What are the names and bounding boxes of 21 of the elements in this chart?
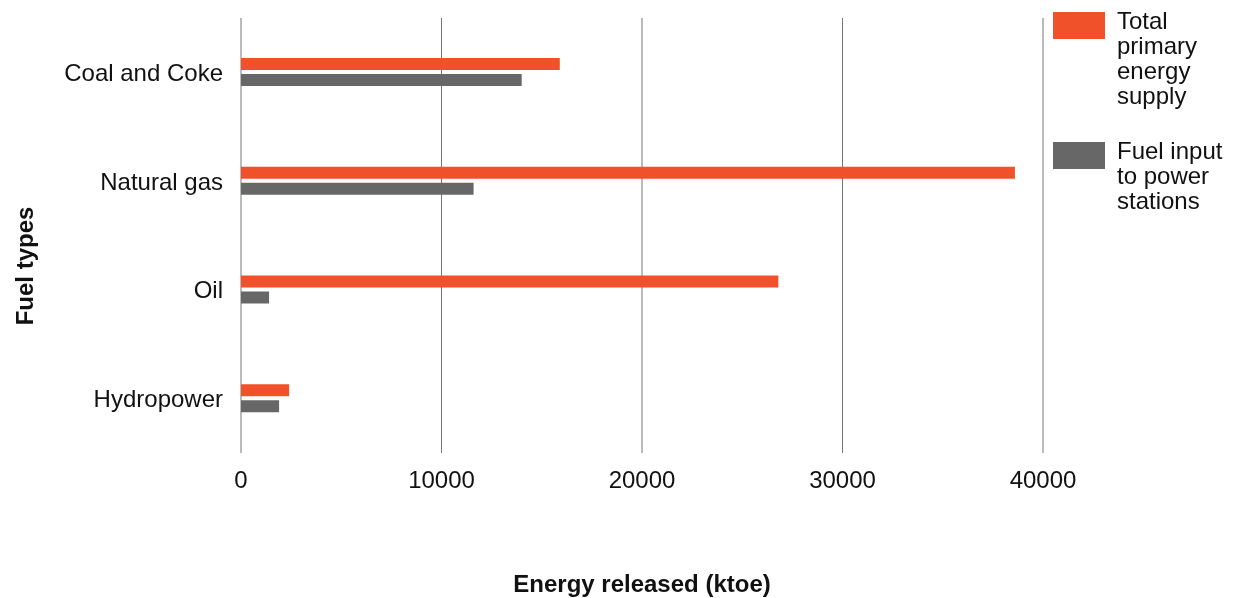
y-tick-label: Hydropower: [93, 385, 223, 413]
y-tick-label: Oil: [193, 276, 223, 304]
y-axis-title: Fuel types: [11, 206, 39, 325]
y-tick-label: Coal and Coke: [64, 58, 223, 86]
x-tick-label: 30000: [809, 466, 876, 494]
x-tick-label: 0: [234, 466, 248, 494]
y-tick-label: Natural gas: [100, 167, 223, 195]
bar: [241, 182, 474, 195]
x-axis-title: Energy released (ktoe): [512, 570, 772, 598]
legend-label: Total primary energy supply: [1117, 7, 1198, 109]
bar: [241, 384, 290, 397]
legend-label: Fuel input to power stations: [1117, 137, 1224, 214]
x-tick-label: 40000: [1009, 466, 1077, 494]
bar: [241, 166, 1015, 179]
bar: [241, 275, 779, 288]
bar: [241, 400, 280, 413]
bar: [241, 291, 270, 304]
bar: [241, 58, 560, 70]
x-tick-label: 20000: [608, 466, 676, 494]
bar: [241, 74, 522, 86]
x-tick-label: 10000: [408, 466, 475, 494]
